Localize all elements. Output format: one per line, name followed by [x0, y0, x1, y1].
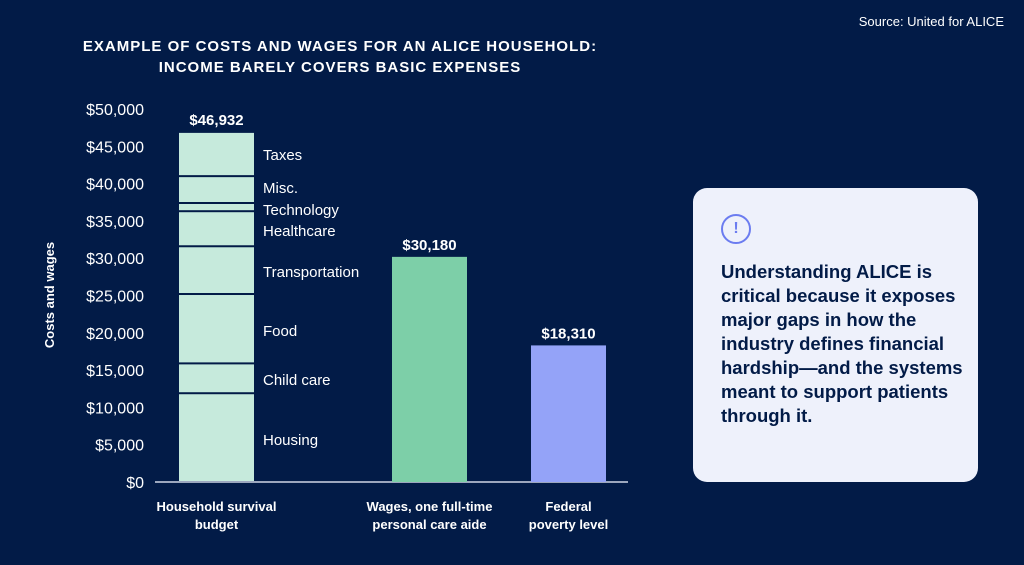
bar-value-label: $46,932	[189, 112, 243, 129]
y-tick-label: $10,000	[86, 400, 144, 417]
callout-card: ! Understanding ALICE is critical becaus…	[693, 188, 978, 482]
y-tick-label: $35,000	[86, 214, 144, 231]
bar-segment-housing	[179, 394, 254, 481]
y-axis-label: Costs and wages	[42, 242, 57, 348]
chart-title: EXAMPLE OF COSTS AND WAGES FOR AN ALICE …	[82, 38, 598, 76]
y-tick-label: $0	[126, 475, 144, 492]
bar-segment-healthcare	[179, 212, 254, 246]
x-category-label: personal care aide	[372, 517, 486, 532]
y-tick-label: $15,000	[86, 363, 144, 380]
bar-segment-technology	[179, 203, 254, 211]
bar-value-label: $18,310	[541, 325, 595, 342]
x-category-label: budget	[195, 517, 239, 532]
segment-label: Housing	[263, 432, 318, 449]
segment-label: Taxes	[263, 147, 302, 164]
segment-label: Healthcare	[263, 223, 336, 240]
bar-value-label: $30,180	[402, 237, 456, 254]
bar-segment-misc-	[179, 177, 254, 202]
y-tick-label: $5,000	[95, 438, 144, 455]
x-category-label: Federal	[545, 499, 591, 514]
bar-segment-food	[179, 295, 254, 363]
segment-label: Technology	[263, 202, 339, 219]
bar	[392, 256, 467, 482]
x-category-label: poverty level	[529, 517, 609, 532]
y-tick-label: $45,000	[86, 139, 144, 156]
y-tick-label: $40,000	[86, 177, 144, 194]
x-category-label: Wages, one full-time	[367, 499, 493, 514]
source-note: Source: United for ALICE	[858, 14, 1004, 29]
bar-segment-child-care	[179, 364, 254, 393]
y-tick-label: $50,000	[86, 102, 144, 119]
y-tick-label: $25,000	[86, 289, 144, 306]
bar	[531, 345, 606, 482]
y-tick-label: $30,000	[86, 251, 144, 268]
segment-label: Food	[263, 323, 297, 340]
bar-segment-taxes	[179, 132, 254, 176]
x-category-label: Household survival	[157, 499, 277, 514]
exclamation-circle-icon: !	[721, 214, 751, 244]
segment-label: Misc.	[263, 180, 298, 197]
y-tick-label: $20,000	[86, 326, 144, 343]
bar-segment-transportation	[179, 247, 254, 294]
callout-text: Understanding ALICE is critical because …	[721, 261, 963, 426]
segment-label: Child care	[263, 372, 331, 389]
segment-label: Transportation	[263, 264, 359, 281]
